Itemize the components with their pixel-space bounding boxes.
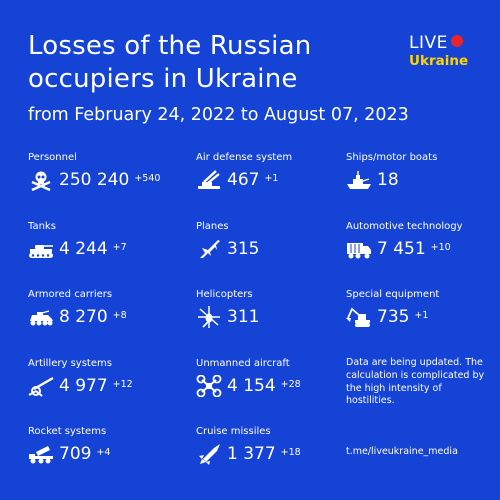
stat-value: 250 240 bbox=[59, 170, 130, 190]
ship-icon bbox=[346, 169, 372, 191]
stat-helicopters: Helicopters 311 bbox=[196, 288, 346, 328]
stat-delta: +1 bbox=[414, 309, 429, 321]
air-defense-icon bbox=[196, 169, 222, 191]
stat-value: 709 bbox=[59, 444, 92, 464]
skull-crossbones-icon bbox=[28, 169, 54, 191]
stat-label: Special equipment bbox=[346, 289, 440, 300]
stat-delta: +10 bbox=[430, 241, 451, 253]
stat-value: 4 977 bbox=[59, 376, 108, 396]
stat-label: Rocket systems bbox=[28, 426, 107, 437]
stat-label: Air defense system bbox=[196, 152, 293, 163]
logo-ukraine-text: Ukraine bbox=[409, 53, 469, 69]
stat-label: Automotive technology bbox=[346, 221, 463, 232]
stat-artillery: Artillery systems 4 977 +12 bbox=[28, 357, 178, 397]
stat-label: Planes bbox=[196, 221, 229, 232]
truck-icon bbox=[346, 238, 372, 260]
stat-delta: +8 bbox=[112, 309, 127, 321]
stat-value: 4 244 bbox=[59, 239, 108, 259]
stat-armored-carriers: Armored carriers 8 270 +8 bbox=[28, 288, 178, 327]
plane-icon bbox=[196, 238, 222, 260]
excavator-icon bbox=[346, 306, 372, 328]
stat-label: Cruise missiles bbox=[196, 426, 271, 437]
stat-value: 4 154 bbox=[227, 376, 276, 396]
stat-value: 18 bbox=[377, 170, 399, 190]
stat-delta: +18 bbox=[280, 446, 301, 458]
stat-delta: +7 bbox=[112, 241, 127, 253]
stat-value: 1 377 bbox=[227, 444, 276, 464]
stat-label: Armored carriers bbox=[28, 289, 113, 300]
update-note: Data are being updated. The calculation … bbox=[346, 357, 485, 407]
missile-icon bbox=[196, 443, 222, 465]
stat-planes: Planes 315 bbox=[196, 220, 346, 259]
stat-rocket-systems: Rocket systems 709 +4 bbox=[28, 425, 178, 464]
stat-value: 315 bbox=[227, 239, 260, 259]
stat-value: 8 270 bbox=[59, 307, 108, 327]
stat-unmanned-aircraft: Unmanned aircraft 4 154 +28 bbox=[196, 357, 346, 397]
stat-label: Helicopters bbox=[196, 289, 253, 300]
stat-ships: Ships/motor boats 18 bbox=[346, 151, 496, 190]
logo-live-text: LIVE bbox=[409, 33, 448, 53]
artillery-icon bbox=[28, 375, 54, 397]
date-range-subtitle: from February 24, 2022 to August 07, 202… bbox=[28, 105, 409, 125]
telegram-link[interactable]: t.me/liveukraine_media bbox=[346, 446, 458, 457]
tank-icon bbox=[28, 238, 54, 260]
stat-value: 7 451 bbox=[377, 239, 426, 259]
stat-label: Tanks bbox=[28, 221, 56, 232]
rocket-launcher-icon bbox=[28, 443, 54, 465]
stat-automotive: Automotive technology 7 451 +10 bbox=[346, 220, 496, 259]
live-ukraine-logo: LIVE Ukraine bbox=[409, 34, 479, 70]
stat-label: Personnel bbox=[28, 152, 77, 163]
stat-delta: +4 bbox=[96, 446, 111, 458]
armored-carrier-icon bbox=[28, 306, 54, 328]
stat-air-defense: Air defense system 467 +1 bbox=[196, 151, 346, 190]
stat-delta: +1 bbox=[264, 172, 279, 184]
helicopter-icon bbox=[196, 306, 222, 328]
stat-personnel: Personnel 250 240 +540 bbox=[28, 151, 178, 191]
stat-label: Artillery systems bbox=[28, 358, 112, 369]
logo-red-dot bbox=[450, 35, 463, 47]
stat-label: Unmanned aircraft bbox=[196, 358, 290, 369]
stat-label: Ships/motor boats bbox=[346, 152, 438, 163]
drone-icon bbox=[196, 375, 222, 397]
stat-value: 735 bbox=[377, 307, 410, 327]
stat-value: 467 bbox=[227, 170, 260, 190]
stat-tanks: Tanks 4 244 +7 bbox=[28, 220, 178, 259]
stat-value: 311 bbox=[227, 307, 260, 327]
stat-cruise-missiles: Cruise missiles 1 377 +18 bbox=[196, 425, 346, 465]
stat-special-equipment: Special equipment 735 +1 bbox=[346, 288, 496, 327]
stat-delta: +540 bbox=[134, 172, 161, 184]
stat-delta: +12 bbox=[112, 378, 133, 390]
stat-delta: +28 bbox=[280, 378, 301, 390]
page-title: Losses of the Russian occupiers in Ukrai… bbox=[28, 31, 312, 94]
